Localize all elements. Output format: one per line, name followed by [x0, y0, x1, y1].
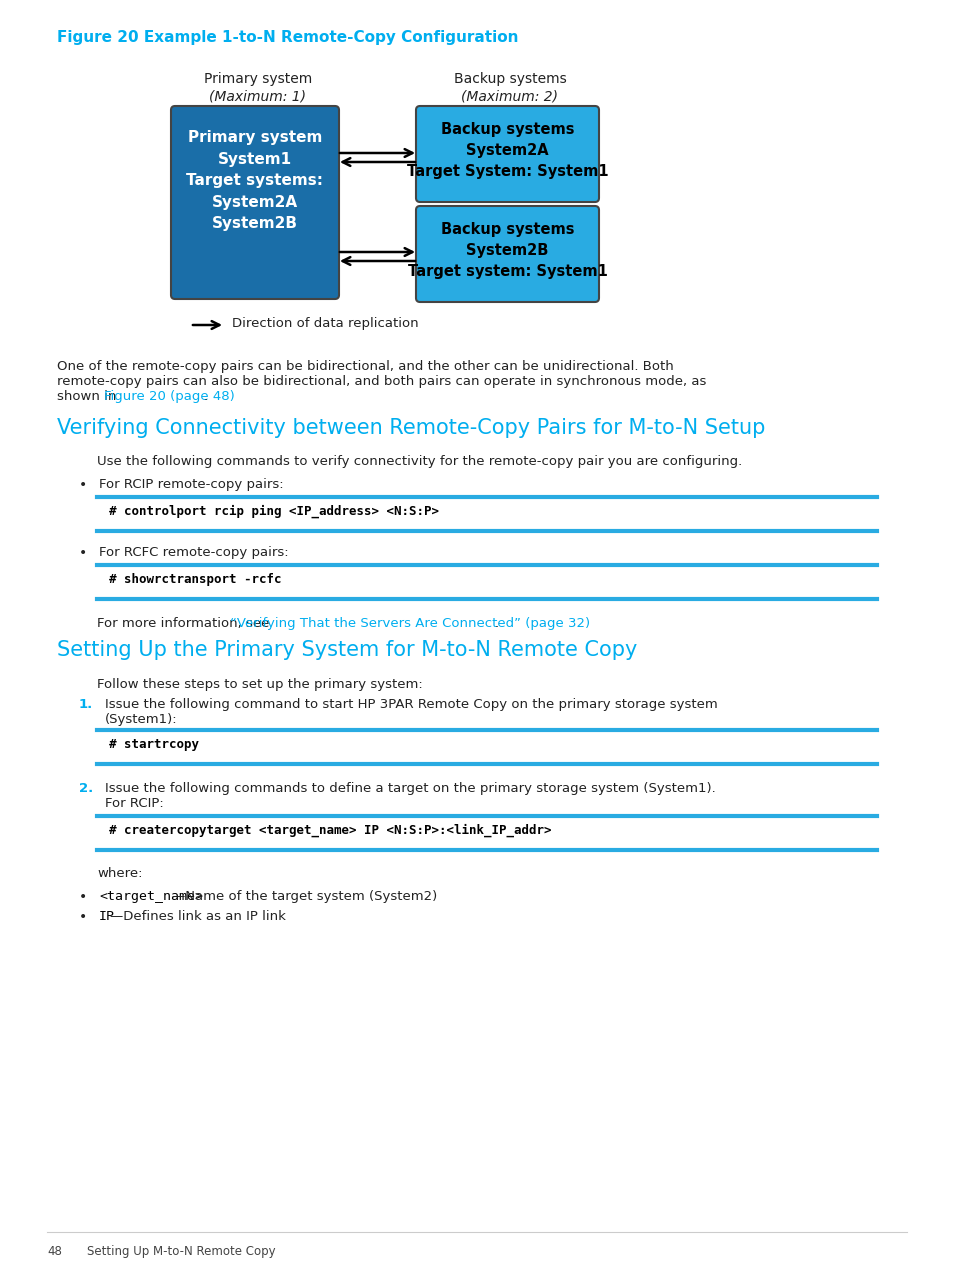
Text: 1.: 1. — [79, 698, 93, 710]
Text: Setting Up the Primary System for M-to-N Remote Copy: Setting Up the Primary System for M-to-N… — [57, 641, 637, 660]
Text: Follow these steps to set up the primary system:: Follow these steps to set up the primary… — [97, 677, 422, 691]
Text: IP: IP — [99, 910, 115, 923]
Text: Primary system: Primary system — [204, 72, 312, 86]
FancyBboxPatch shape — [171, 105, 338, 299]
Bar — [97, 497, 876, 531]
Text: .: . — [495, 616, 498, 630]
Text: (Maximum: 2): (Maximum: 2) — [461, 89, 558, 103]
Text: .: . — [204, 390, 208, 403]
Text: Direction of data replication: Direction of data replication — [232, 318, 418, 330]
FancyBboxPatch shape — [416, 105, 598, 202]
Text: # controlport rcip ping <IP_address> <N:S:P>: # controlport rcip ping <IP_address> <N:… — [109, 505, 438, 519]
Text: Use the following commands to verify connectivity for the remote-copy pair you a: Use the following commands to verify con… — [97, 455, 741, 468]
Bar — [97, 730, 876, 764]
Text: # creatercopytarget <target_name> IP <N:S:P>:<link_IP_addr>: # creatercopytarget <target_name> IP <N:… — [109, 824, 551, 838]
Text: —Name of the target system (System2): —Name of the target system (System2) — [172, 890, 436, 902]
Text: —Defines link as an IP link: —Defines link as an IP link — [111, 910, 286, 923]
Text: (Maximum: 1): (Maximum: 1) — [210, 89, 306, 103]
Text: Verifying Connectivity between Remote-Copy Pairs for M-to-N Setup: Verifying Connectivity between Remote-Co… — [57, 418, 764, 438]
Text: 48: 48 — [47, 1246, 62, 1258]
Text: remote-copy pairs can also be bidirectional, and both pairs can operate in synch: remote-copy pairs can also be bidirectio… — [57, 375, 705, 388]
Text: # startrcopy: # startrcopy — [109, 738, 199, 751]
Text: Backup systems
System2B
Target system: System1: Backup systems System2B Target system: S… — [407, 222, 607, 280]
Text: •: • — [79, 478, 87, 492]
Text: Backup systems
System2A
Target System: System1: Backup systems System2A Target System: S… — [406, 122, 608, 179]
Text: Figure 20 (page 48): Figure 20 (page 48) — [104, 390, 234, 403]
Text: # showrctransport -rcfc: # showrctransport -rcfc — [109, 573, 281, 586]
Text: Issue the following command to start HP 3PAR Remote Copy on the primary storage : Issue the following command to start HP … — [105, 698, 717, 710]
Text: •: • — [79, 547, 87, 561]
Text: Issue the following commands to define a target on the primary storage system (S: Issue the following commands to define a… — [105, 782, 715, 794]
Text: •: • — [79, 890, 87, 904]
Text: For RCFC remote-copy pairs:: For RCFC remote-copy pairs: — [99, 547, 289, 559]
Text: “Verifying That the Servers Are Connected” (page 32): “Verifying That the Servers Are Connecte… — [230, 616, 589, 630]
Text: For RCIP:: For RCIP: — [105, 797, 164, 810]
Text: Backup systems: Backup systems — [453, 72, 566, 86]
Text: For RCIP remote-copy pairs:: For RCIP remote-copy pairs: — [99, 478, 283, 491]
Text: Primary system
System1
Target systems:
System2A
System2B: Primary system System1 Target systems: S… — [186, 130, 323, 231]
Text: Setting Up M-to-N Remote Copy: Setting Up M-to-N Remote Copy — [87, 1246, 275, 1258]
Text: 2.: 2. — [79, 782, 93, 794]
Text: For more information, see: For more information, see — [97, 616, 274, 630]
Text: where:: where: — [97, 867, 142, 880]
Text: One of the remote-copy pairs can be bidirectional, and the other can be unidirec: One of the remote-copy pairs can be bidi… — [57, 360, 673, 372]
Text: <target_name>: <target_name> — [99, 890, 203, 902]
Text: •: • — [79, 910, 87, 924]
Text: (System1):: (System1): — [105, 713, 177, 726]
Text: shown in: shown in — [57, 390, 120, 403]
Bar — [97, 566, 876, 599]
FancyBboxPatch shape — [416, 206, 598, 302]
Text: Figure 20 Example 1-to-N Remote-Copy Configuration: Figure 20 Example 1-to-N Remote-Copy Con… — [57, 31, 518, 44]
Bar — [97, 816, 876, 850]
